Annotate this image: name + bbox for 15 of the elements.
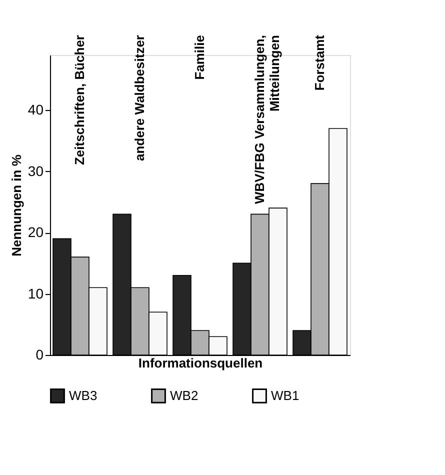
x-tick-label: andere Waldbesitzer <box>132 35 147 161</box>
y-tick-label: 0 <box>36 346 44 362</box>
x-tick-label: WBV/FBG Versammlungen, Mitteilungen <box>252 34 282 204</box>
x-tick-label: Forstamt <box>312 34 327 91</box>
legend-label: WB3 <box>69 388 98 403</box>
y-axis-title: Nennungen in % <box>8 154 24 256</box>
y-tick-label: 20 <box>28 224 44 240</box>
x-tick-label: Zeitschriften, Bücher <box>72 35 87 166</box>
y-tick-label: 30 <box>28 162 44 179</box>
legend-label: WB2 <box>170 388 198 403</box>
x-tick-label: Familie <box>192 35 207 80</box>
y-tick-label: 40 <box>28 102 44 118</box>
x-axis-title: Informationsquellen <box>138 356 263 370</box>
y-tick-label: 10 <box>28 285 44 302</box>
legend-label: WB1 <box>271 388 300 403</box>
